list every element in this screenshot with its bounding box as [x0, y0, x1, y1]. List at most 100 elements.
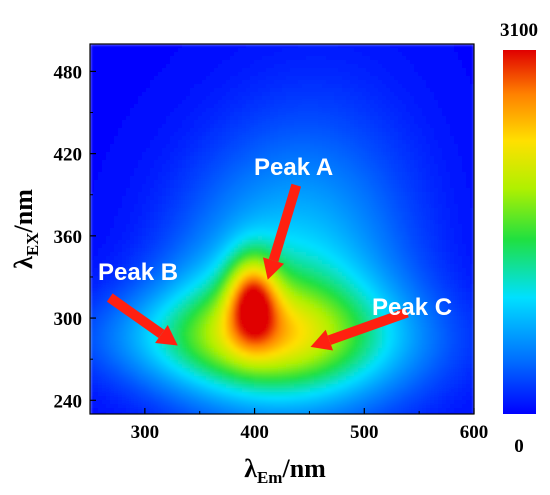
heatmap-cell	[258, 84, 263, 89]
heatmap-cell	[378, 136, 383, 141]
heatmap-cell	[106, 120, 111, 125]
heatmap-cell	[150, 44, 155, 49]
heatmap-cell	[282, 56, 287, 61]
heatmap-cell	[394, 248, 399, 253]
heatmap-cell	[250, 228, 255, 233]
heatmap-cell	[326, 44, 331, 49]
heatmap-cell	[178, 228, 183, 233]
heatmap-cell	[342, 168, 347, 173]
heatmap-cell	[342, 136, 347, 141]
heatmap-cell	[210, 96, 215, 101]
heatmap-cell	[318, 144, 323, 149]
heatmap-cell	[282, 248, 287, 253]
heatmap-cell	[286, 80, 291, 85]
heatmap-cell	[154, 232, 159, 237]
heatmap-cell	[194, 52, 199, 57]
heatmap-cell	[214, 92, 219, 97]
heatmap-cell	[270, 44, 275, 49]
heatmap-cell	[386, 132, 391, 137]
heatmap-cell	[466, 172, 471, 177]
heatmap-cell	[94, 68, 99, 73]
heatmap-cell	[174, 104, 179, 109]
heatmap-cell	[458, 160, 463, 165]
heatmap-cell	[358, 80, 363, 85]
heatmap-cell	[270, 52, 275, 57]
heatmap-cell	[146, 156, 151, 161]
heatmap-cell	[326, 68, 331, 73]
heatmap-cell	[150, 124, 155, 129]
heatmap-cell	[262, 188, 267, 193]
heatmap-cell	[222, 80, 227, 85]
heatmap-cell	[218, 116, 223, 121]
heatmap-cell	[314, 48, 319, 53]
heatmap-cell	[134, 200, 139, 205]
heatmap-cell	[118, 96, 123, 101]
heatmap-cell	[402, 104, 407, 109]
heatmap-cell	[466, 104, 471, 109]
heatmap-cell	[430, 68, 435, 73]
heatmap-cell	[326, 236, 331, 241]
heatmap-cell	[250, 164, 255, 169]
heatmap-cell	[430, 148, 435, 153]
heatmap-cell	[262, 64, 267, 69]
heatmap-cell	[426, 220, 431, 225]
heatmap-cell	[234, 88, 239, 93]
heatmap-cell	[118, 156, 123, 161]
heatmap-cell	[446, 228, 451, 233]
heatmap-cell	[258, 152, 263, 157]
heatmap-cell	[182, 64, 187, 69]
heatmap-cell	[358, 100, 363, 105]
heatmap-cell	[198, 112, 203, 117]
heatmap-cell	[402, 116, 407, 121]
heatmap-cell	[326, 116, 331, 121]
heatmap-cell	[226, 76, 231, 81]
heatmap-cell	[342, 140, 347, 145]
heatmap-cell	[298, 228, 303, 233]
heatmap-cell	[258, 212, 263, 217]
heatmap-cell	[106, 140, 111, 145]
heatmap-cell	[298, 212, 303, 217]
heatmap-cell	[266, 244, 271, 249]
heatmap-cell	[138, 120, 143, 125]
heatmap-cell	[322, 64, 327, 69]
heatmap-cell	[350, 160, 355, 165]
heatmap-cell	[366, 156, 371, 161]
heatmap-cell	[350, 220, 355, 225]
heatmap-cell	[382, 84, 387, 89]
heatmap-cell	[98, 48, 103, 53]
heatmap-cell	[230, 92, 235, 97]
heatmap-cell	[198, 196, 203, 201]
heatmap-cell	[334, 168, 339, 173]
heatmap-cell	[434, 52, 439, 57]
heatmap-cell	[150, 152, 155, 157]
heatmap-cell	[458, 116, 463, 121]
heatmap-cell	[90, 152, 95, 157]
heatmap-cell	[274, 204, 279, 209]
heatmap-cell	[222, 204, 227, 209]
heatmap-cell	[306, 88, 311, 93]
heatmap-cell	[246, 172, 251, 177]
heatmap-cell	[174, 180, 179, 185]
heatmap-cell	[270, 108, 275, 113]
heatmap-cell	[462, 148, 467, 153]
heatmap-cell	[426, 44, 431, 49]
heatmap-cell	[330, 92, 335, 97]
heatmap-cell	[290, 220, 295, 225]
heatmap-cell	[178, 232, 183, 237]
heatmap-cell	[442, 248, 447, 253]
heatmap-cell	[390, 132, 395, 137]
heatmap-cell	[334, 64, 339, 69]
heatmap-cell	[122, 48, 127, 53]
heatmap-cell	[170, 80, 175, 85]
heatmap-cell	[138, 224, 143, 229]
heatmap-cell	[106, 48, 111, 53]
heatmap-cell	[130, 136, 135, 141]
heatmap-cell	[154, 108, 159, 113]
heatmap-cell	[302, 244, 307, 249]
heatmap-cell	[186, 128, 191, 133]
heatmap-cell	[102, 248, 107, 253]
heatmap-cell	[190, 112, 195, 117]
heatmap-cell	[426, 76, 431, 81]
heatmap-cell	[466, 80, 471, 85]
heatmap-cell	[142, 100, 147, 105]
